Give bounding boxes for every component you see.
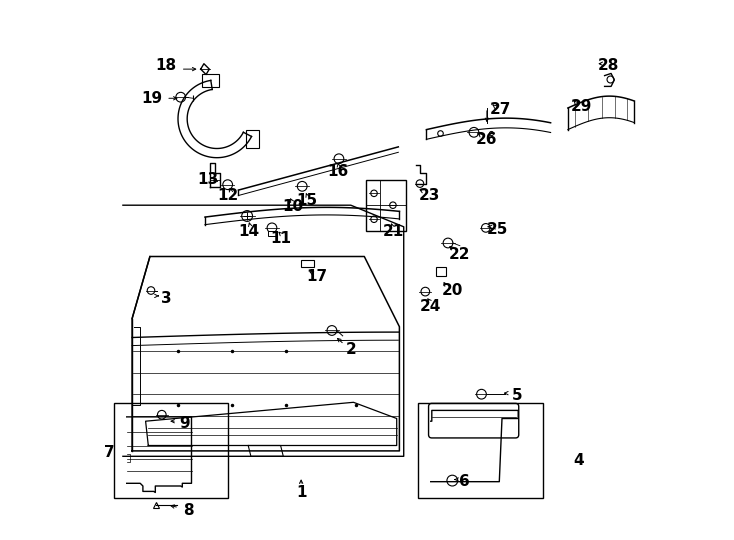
Text: 20: 20 <box>442 283 463 298</box>
Text: 19: 19 <box>142 91 163 106</box>
Text: 14: 14 <box>239 224 260 239</box>
FancyBboxPatch shape <box>246 130 259 148</box>
Text: 24: 24 <box>420 299 441 314</box>
Text: 27: 27 <box>490 102 512 117</box>
Text: 10: 10 <box>283 199 304 214</box>
Text: 11: 11 <box>270 231 291 246</box>
Text: 4: 4 <box>573 453 584 468</box>
Text: 22: 22 <box>449 247 470 262</box>
FancyBboxPatch shape <box>268 231 276 236</box>
Text: 2: 2 <box>346 342 356 357</box>
Text: 21: 21 <box>382 224 404 239</box>
Text: 17: 17 <box>307 269 328 284</box>
Text: 29: 29 <box>571 99 592 114</box>
Text: 15: 15 <box>296 193 317 208</box>
Text: 28: 28 <box>598 58 619 73</box>
FancyBboxPatch shape <box>301 260 313 267</box>
Text: 23: 23 <box>418 188 440 203</box>
Text: 16: 16 <box>328 164 349 179</box>
FancyBboxPatch shape <box>202 74 219 87</box>
Text: 3: 3 <box>161 291 172 306</box>
Text: 8: 8 <box>184 503 194 518</box>
Text: 18: 18 <box>156 58 177 73</box>
Text: 7: 7 <box>103 445 115 460</box>
Text: 1: 1 <box>296 485 306 500</box>
Text: 13: 13 <box>197 172 218 187</box>
Text: 26: 26 <box>476 132 498 147</box>
Text: 25: 25 <box>487 222 509 237</box>
Text: 9: 9 <box>179 416 190 431</box>
FancyBboxPatch shape <box>435 267 446 276</box>
Text: 5: 5 <box>512 388 523 403</box>
Text: 6: 6 <box>459 474 470 489</box>
Text: 12: 12 <box>217 188 239 203</box>
